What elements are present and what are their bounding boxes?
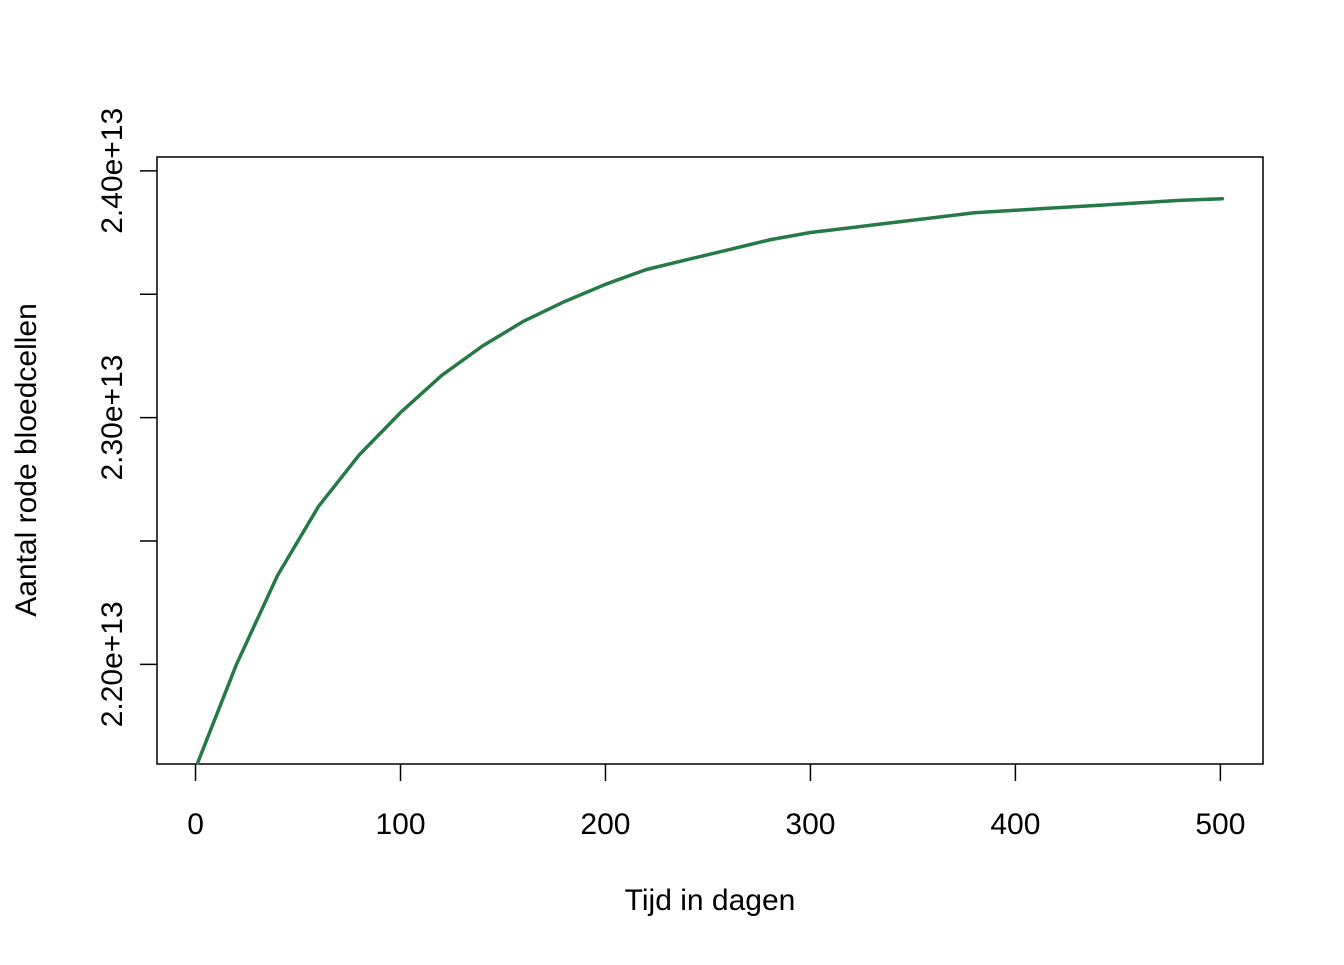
- series-line: [195, 196, 1225, 765]
- x-axis: 0 100 200 300 400 500: [187, 764, 1245, 841]
- x-tick-label: 0: [187, 808, 204, 841]
- y-tick-label: 2.40e+13: [96, 108, 129, 234]
- x-tick-label: 300: [785, 808, 835, 841]
- y-axis-label: Aantal rode bloedcellen: [10, 303, 43, 617]
- x-tick-label: 100: [375, 808, 425, 841]
- x-axis-label: Tijd in dagen: [625, 884, 796, 917]
- y-axis: 2.20e+13 2.30e+13 2.40e+13: [96, 108, 157, 727]
- plot-frame: [156, 156, 1264, 765]
- x-tick-label: 500: [1195, 808, 1245, 841]
- y-tick-label: 2.20e+13: [96, 601, 129, 727]
- x-tick-label: 200: [580, 808, 630, 841]
- y-tick-label: 2.30e+13: [96, 355, 129, 481]
- x-tick-label: 400: [990, 808, 1040, 841]
